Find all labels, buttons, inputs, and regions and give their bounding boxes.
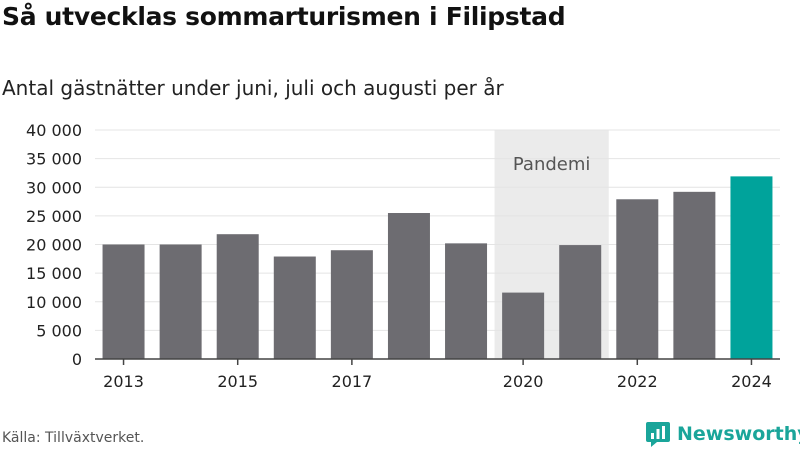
x-tick-label: 2022: [617, 372, 658, 391]
bar-2024: [730, 176, 773, 359]
chart-title: Så utvecklas sommarturismen i Filipstad: [2, 2, 566, 31]
y-tick-label: 40 000: [26, 121, 82, 140]
x-tick-label: 2015: [217, 372, 258, 391]
y-tick-label: 25 000: [26, 207, 82, 226]
newsworthy-logo-icon: [646, 422, 670, 447]
bar-2013: [102, 244, 145, 359]
x-tick-label: 2020: [503, 372, 544, 391]
source-note: Källa: Tillväxtverket.: [2, 430, 145, 446]
brand-logo: Newsworthy: [645, 420, 800, 448]
y-tick-label: 35 000: [26, 150, 82, 169]
x-tick-label: 2013: [103, 372, 144, 391]
bar-2019: [445, 243, 488, 359]
bar-2023: [673, 191, 716, 359]
y-tick-label: 0: [72, 350, 82, 369]
bar-2022: [616, 199, 659, 359]
bar-2021: [559, 245, 602, 359]
chart-subtitle: Antal gästnätter under juni, juli och au…: [2, 76, 504, 100]
bar-2017: [330, 250, 373, 359]
x-tick-label: 2017: [332, 372, 373, 391]
y-tick-label: 20 000: [26, 236, 82, 255]
x-tick-label: 2024: [731, 372, 772, 391]
bar-2016: [273, 256, 316, 359]
bar-chart: Pandemi 0 5 000 10 000 15 000 20 000 25 000 30 …: [26, 121, 780, 391]
bar-2014: [159, 244, 202, 359]
brand-name: Newsworthy: [677, 423, 800, 445]
bar-2020: [502, 292, 545, 359]
y-tick-label: 30 000: [26, 178, 82, 197]
y-tick-label: 5 000: [36, 321, 82, 340]
y-tick-label: 10 000: [26, 293, 82, 312]
bar-2018: [387, 213, 430, 359]
y-tick-label: 15 000: [26, 264, 82, 283]
bar-2015: [216, 234, 259, 359]
pandemic-label: Pandemi: [513, 154, 591, 175]
